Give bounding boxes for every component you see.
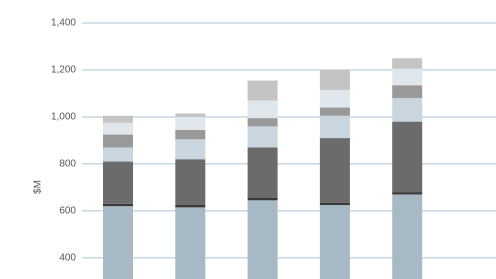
bar-segment <box>247 118 278 127</box>
bar-segment <box>103 147 133 162</box>
bar-segment <box>247 197 278 201</box>
bar-segment <box>103 206 133 279</box>
bar-segment <box>103 115 133 123</box>
y-axis-label: $M <box>33 180 44 194</box>
bar-segment <box>175 139 206 160</box>
bar-segment <box>103 134 133 148</box>
bar-segment <box>392 85 423 99</box>
y-tick-label: 600 <box>59 206 76 217</box>
bar-segment <box>319 138 350 203</box>
y-tick-label: 1,000 <box>51 112 76 123</box>
y-tick-label: 1,200 <box>51 65 76 76</box>
bar-segment <box>247 80 278 101</box>
bar-segment <box>175 207 206 279</box>
y-tick-label: 1,400 <box>51 18 76 29</box>
bar-segment <box>319 107 350 116</box>
bar-segment <box>319 202 350 206</box>
bar-segment <box>103 203 133 207</box>
bar-segment <box>319 69 350 90</box>
y-tick-label: 800 <box>59 159 76 170</box>
bar-segment <box>392 121 423 193</box>
bar-segment <box>175 113 206 117</box>
bar-segment <box>175 159 206 206</box>
bar-segment <box>392 68 423 86</box>
bar-segment <box>392 192 423 195</box>
bar-segment <box>319 115 350 139</box>
bar-segment <box>392 194 423 279</box>
bar-segment <box>392 98 423 122</box>
bar-segment <box>175 205 206 208</box>
bar-segment <box>247 147 278 198</box>
bar-segment <box>103 122 133 135</box>
bar-segment <box>247 200 278 279</box>
bar-segment <box>247 100 278 119</box>
y-tick-label: 400 <box>59 253 76 264</box>
bar-segment <box>175 129 206 140</box>
bar-segment <box>247 126 278 148</box>
bar-segment <box>392 58 423 69</box>
bar-segment <box>103 161 133 204</box>
bar-segment <box>175 116 206 130</box>
bar-segment <box>319 205 350 279</box>
bar-segment <box>319 89 350 108</box>
